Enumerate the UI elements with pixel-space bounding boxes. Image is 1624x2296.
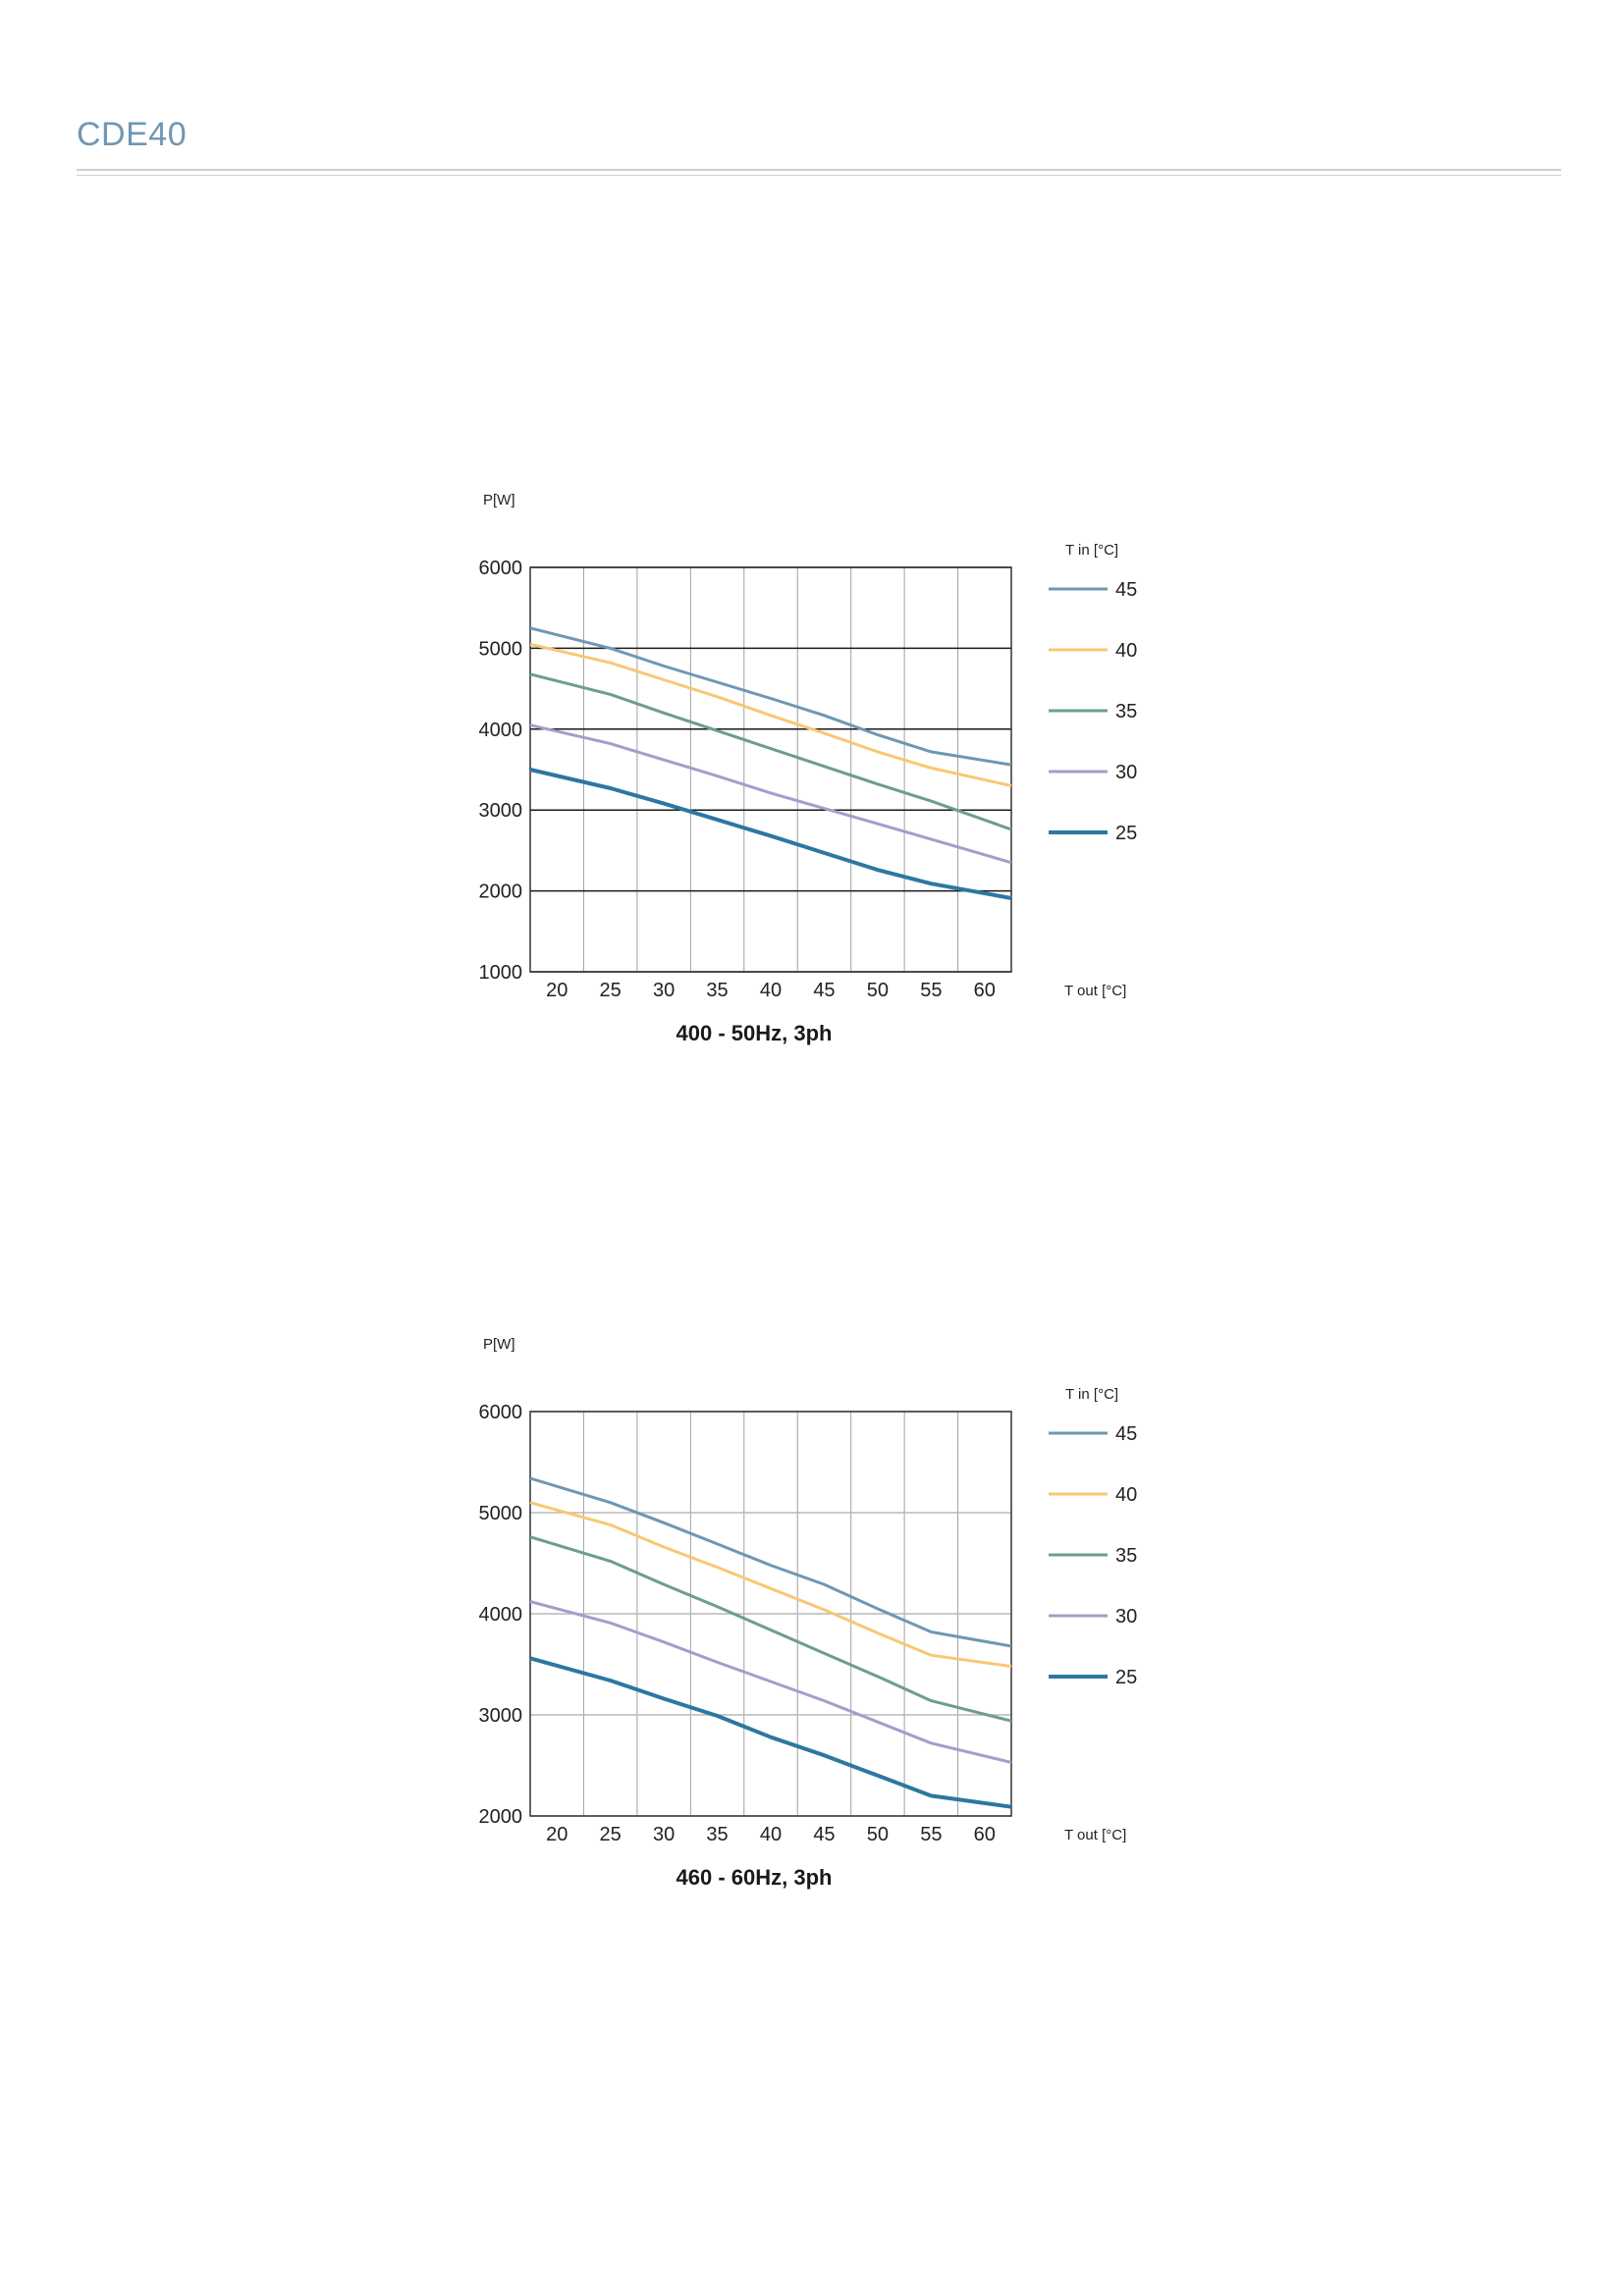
x-tick-label: 55 xyxy=(920,1824,942,1845)
y-tick-label: 6000 xyxy=(479,558,523,579)
legend-label-25: 25 xyxy=(1115,823,1137,844)
x-tick-label: 30 xyxy=(653,980,675,1001)
chart-svg: 2000 3000 4000 5000 6000 20 25 30 35 40 45 50 55 60 P[… xyxy=(479,1336,1138,1845)
x-tick-label: 50 xyxy=(867,1824,889,1845)
x-tick-label: 25 xyxy=(600,980,622,1001)
x-tick-label: 40 xyxy=(760,1824,782,1845)
x-tick-label: 40 xyxy=(760,980,782,1001)
legend-label-35: 35 xyxy=(1115,1545,1137,1567)
series-line-25 xyxy=(529,768,1012,900)
y-tick-label: 6000 xyxy=(479,1402,523,1423)
legend-label-45: 45 xyxy=(1115,1423,1137,1445)
chart-title: 460 - 60Hz, 3ph xyxy=(676,1865,833,1890)
chart-400v-50hz: 1000 2000 3000 4000 5000 6000 20 25 30 35 40 45 50 55… xyxy=(452,481,1198,1045)
legend-label-30: 30 xyxy=(1115,1606,1137,1628)
y-tick-label: 1000 xyxy=(479,962,523,984)
legend-label-25: 25 xyxy=(1115,1667,1137,1688)
series-line-25 xyxy=(529,1656,1012,1809)
y-tick-label: 4000 xyxy=(479,1604,523,1626)
legend-label-40: 40 xyxy=(1115,640,1137,662)
x-tick-label: 35 xyxy=(706,1824,728,1845)
series-line-35 xyxy=(529,672,1012,831)
legend-label-30: 30 xyxy=(1115,762,1137,783)
chart-460v-60hz: 2000 3000 4000 5000 6000 20 25 30 35 40 45 50 55 60 P[… xyxy=(452,1325,1198,1890)
x-tick-label: 35 xyxy=(706,980,728,1001)
series-line-45 xyxy=(529,626,1012,767)
legend-label-45: 45 xyxy=(1115,579,1137,601)
series-line-45 xyxy=(529,1476,1012,1648)
x-tick-label: 45 xyxy=(813,980,835,1001)
x-tick-label: 60 xyxy=(974,1824,996,1845)
x-tick-label: 30 xyxy=(653,1824,675,1845)
legend-label-35: 35 xyxy=(1115,701,1137,722)
x-tick-label: 50 xyxy=(867,980,889,1001)
header-rule xyxy=(77,169,1561,171)
y-tick-label: 2000 xyxy=(479,1806,523,1828)
y-tick-label: 3000 xyxy=(479,1705,523,1727)
header-rule-thin xyxy=(77,175,1561,176)
y-tick-label: 4000 xyxy=(479,720,523,741)
y-tick-label: 5000 xyxy=(479,638,523,660)
chart-svg: 1000 2000 3000 4000 5000 6000 20 25 30 35 40 45 50 55… xyxy=(479,492,1138,1001)
y-axis-label: P[W] xyxy=(483,492,515,508)
legend-label-40: 40 xyxy=(1115,1484,1137,1506)
series-line-30 xyxy=(529,723,1012,865)
x-tick-label: 45 xyxy=(813,1824,835,1845)
plot-frame xyxy=(529,1411,1012,1817)
x-tick-label: 60 xyxy=(974,980,996,1001)
legend-title: T in [°C] xyxy=(1065,542,1118,559)
x-axis-label: T out [°C] xyxy=(1064,983,1126,999)
series-line-30 xyxy=(529,1600,1012,1764)
series-line-35 xyxy=(529,1535,1012,1723)
y-axis-label: P[W] xyxy=(483,1336,515,1353)
x-axis-label: T out [°C] xyxy=(1064,1827,1126,1843)
page-title: CDE40 xyxy=(77,116,188,153)
series-line-40 xyxy=(529,642,1012,787)
chart-title: 400 - 50Hz, 3ph xyxy=(676,1021,833,1045)
y-tick-label: 5000 xyxy=(479,1503,523,1524)
x-tick-label: 55 xyxy=(920,980,942,1001)
x-tick-label: 20 xyxy=(546,1824,568,1845)
x-tick-label: 25 xyxy=(600,1824,622,1845)
series-line-40 xyxy=(529,1501,1012,1669)
y-tick-label: 3000 xyxy=(479,800,523,822)
y-tick-label: 2000 xyxy=(479,881,523,903)
x-tick-label: 20 xyxy=(546,980,568,1001)
legend-title: T in [°C] xyxy=(1065,1386,1118,1403)
